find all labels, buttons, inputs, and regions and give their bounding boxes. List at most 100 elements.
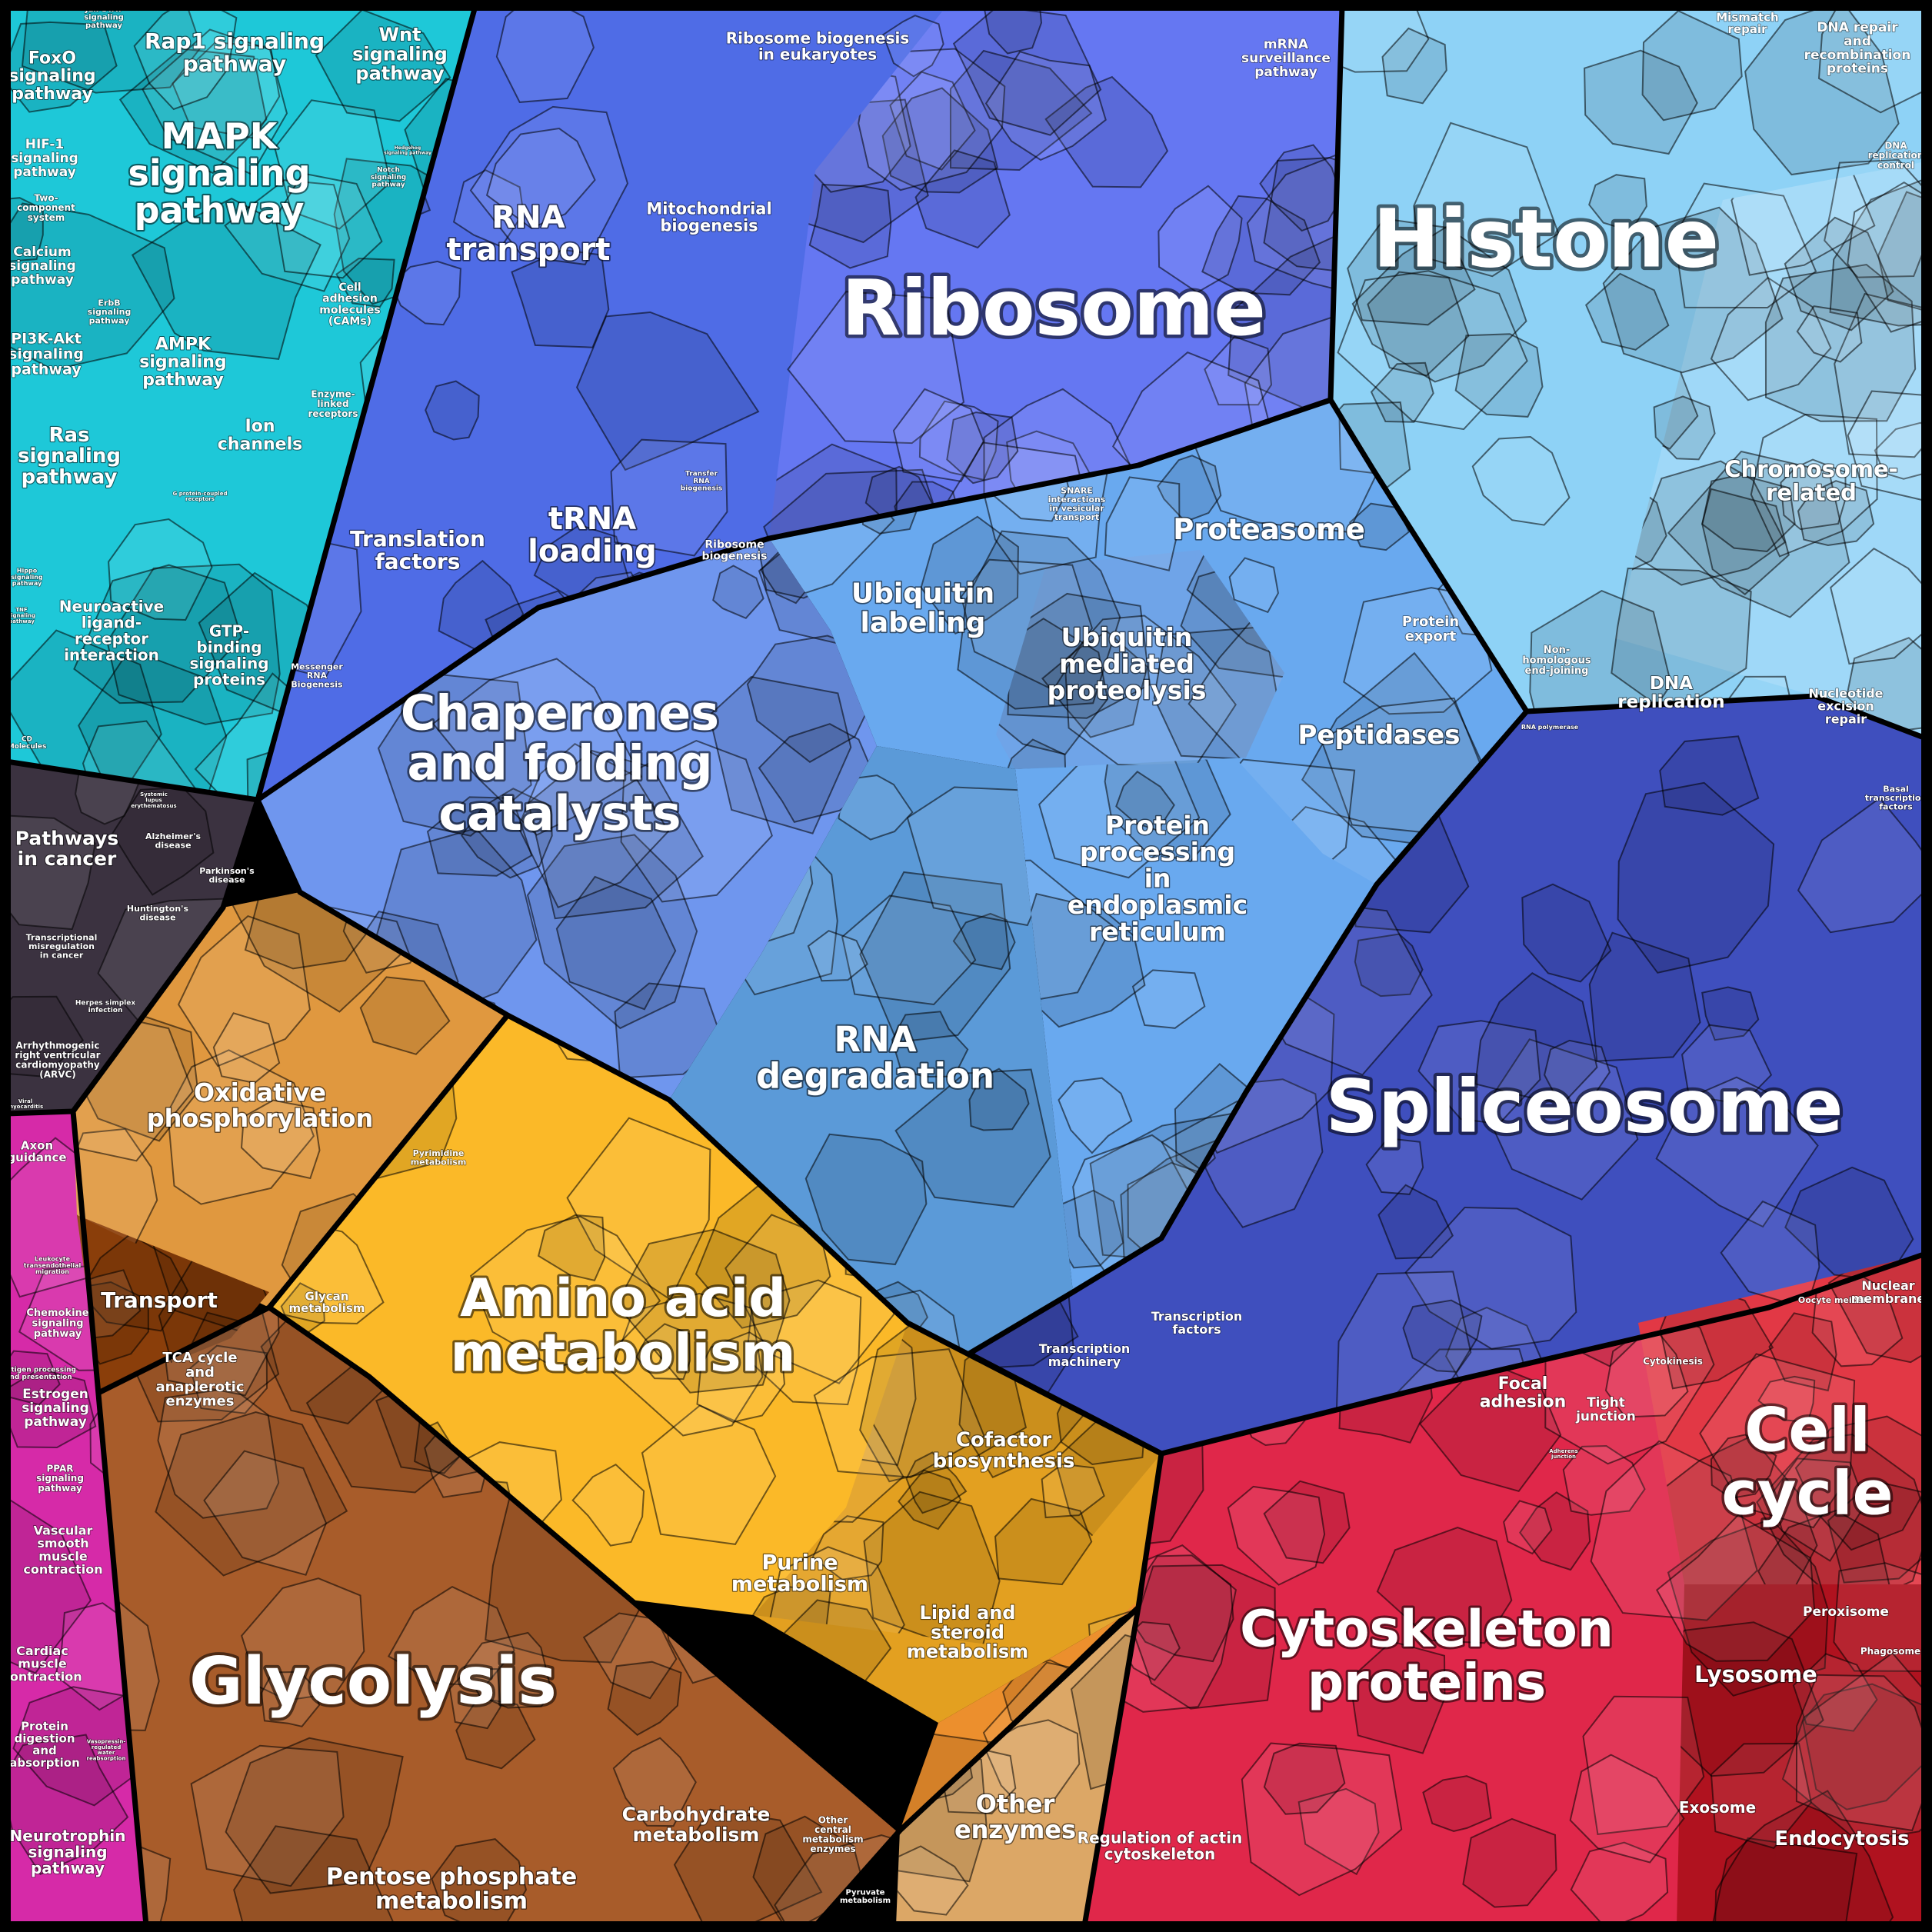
label-chemokine: Chemokine signaling pathway	[26, 1307, 88, 1340]
cell	[1204, 335, 1273, 406]
cell	[527, 749, 704, 920]
label-line: and presentation	[5, 1374, 72, 1381]
cell	[6, 1492, 92, 1674]
cell	[275, 172, 383, 279]
region-cofactor[interactable]	[754, 1323, 1161, 1723]
label-line: infection	[88, 1007, 123, 1014]
label-line: repair	[1825, 711, 1867, 726]
cell	[260, 1671, 321, 1727]
label-oocyte: Oocyte meiosis	[1798, 1295, 1871, 1305]
cell	[1653, 395, 1716, 461]
cell	[1454, 333, 1544, 418]
label-line: MAPK	[162, 115, 279, 157]
cell	[1833, 1562, 1926, 1672]
label-gtp: GTP-binding signaling proteins	[189, 622, 268, 689]
label-glycolysis: Glycolysis	[189, 1644, 557, 1720]
cell	[863, 1491, 1001, 1646]
cell	[1795, 1674, 1926, 1832]
label-line: signaling	[84, 14, 124, 22]
cell	[224, 179, 351, 292]
region-chaperones[interactable]	[258, 538, 877, 1100]
region-protein-er[interactable]	[1015, 758, 1377, 1292]
cell	[1201, 195, 1321, 296]
label-line: PPAR	[46, 1464, 73, 1474]
cell	[1756, 1433, 1926, 1584]
cell	[1263, 1742, 1346, 1815]
region-disease[interactable]	[6, 761, 258, 1114]
cell	[1483, 1038, 1639, 1201]
cell	[575, 311, 760, 471]
label-pathways-cancer: Pathways in cancer	[15, 828, 119, 870]
cell	[1365, 1138, 1424, 1195]
label-line: Phagosome	[1860, 1646, 1920, 1657]
label-line: (ARVC)	[39, 1069, 76, 1080]
label-line: related	[1766, 479, 1857, 505]
cell	[1847, 390, 1926, 503]
label-line: control	[1877, 160, 1914, 171]
cell	[946, 411, 1019, 485]
label-line: metabolism	[411, 1158, 467, 1168]
cell	[1263, 157, 1342, 275]
label-line: Systemic	[140, 791, 168, 798]
label-line: machinery	[1048, 1354, 1121, 1369]
label-ribo-euk: Ribosome biogenesis in eukaryotes	[726, 29, 910, 64]
border-pink	[70, 1111, 149, 1927]
region-chromosome[interactable]	[1615, 162, 1926, 738]
cell	[1337, 270, 1528, 431]
cell	[1570, 1841, 1669, 1926]
cell	[712, 565, 764, 619]
label-line: biogenesis	[660, 216, 758, 235]
label-line: Endocytosis	[1774, 1827, 1909, 1850]
label-enzyme-receptors: Enzyme-linked receptors	[308, 389, 358, 419]
label-carbohydrate: Carbohydrate metabolism	[622, 1804, 771, 1846]
cell	[108, 518, 213, 621]
region-oxidative[interactable]	[73, 892, 508, 1307]
label-line: signaling	[22, 1401, 89, 1416]
label-line: mRNA	[1264, 37, 1309, 52]
label-glycan: Glycan metabolism	[289, 1289, 365, 1315]
cell	[167, 1049, 315, 1205]
cell	[952, 6, 1102, 136]
cell	[896, 1845, 969, 1916]
label-line: Two-	[34, 193, 58, 204]
label-dna-rep-control: DNA replication control	[1868, 141, 1924, 171]
label-line: loading	[528, 534, 657, 569]
label-line: Cell	[1744, 1396, 1870, 1465]
label-amino: Amino acid metabolism	[451, 1268, 796, 1384]
cell	[1370, 361, 1434, 423]
label-line: Pentose phosphate	[326, 1864, 577, 1890]
cell	[952, 912, 1016, 971]
cell	[1104, 476, 1181, 571]
label-line: Pathways	[15, 828, 119, 850]
region-signaling[interactable]	[6, 6, 475, 800]
label-line: Lysosome	[1694, 1661, 1817, 1687]
label-protein-er: Protein processing in endoplasmic reticulum	[1068, 810, 1247, 947]
label-line: signaling	[36, 1473, 84, 1484]
label-line: Proteasome	[1173, 513, 1365, 546]
label-line: pathway	[135, 189, 305, 231]
label-line: Ribosome biogenesis	[726, 29, 910, 48]
label-line: pathway	[89, 315, 130, 325]
cell	[448, 1668, 501, 1730]
label-line: signaling	[11, 574, 43, 581]
label-pyruvate: Pyruvate metabolism	[840, 1888, 891, 1905]
label-ampk: AMPK signaling pathway	[139, 335, 226, 390]
label-line: homologous	[1522, 655, 1591, 667]
region-pink[interactable]	[6, 1111, 146, 1923]
cell	[1681, 1024, 1773, 1105]
label-calcium: Calcium signaling pathway	[8, 245, 76, 288]
label-line: Wnt	[378, 24, 421, 45]
region-other-enzymes[interactable]	[896, 1607, 1138, 1926]
cell	[1582, 1695, 1705, 1836]
label-dna-repair: DNA repair and recombination proteins	[1804, 20, 1911, 77]
label-line: Peptidases	[1297, 720, 1460, 751]
label-messenger: Messenger RNA Biogenesis	[291, 661, 343, 689]
cell	[155, 1411, 348, 1577]
label-axon: Axon guidance	[7, 1138, 66, 1164]
label-focal: Focal adhesion	[1480, 1374, 1567, 1411]
cell	[1699, 1353, 1856, 1529]
label-oxidative: Oxidative phosphorylation	[147, 1078, 374, 1133]
cell	[233, 1825, 401, 1926]
region-spliceosome[interactable]	[969, 696, 1926, 1454]
label-rap1: Rap1 signaling pathway	[145, 28, 325, 76]
